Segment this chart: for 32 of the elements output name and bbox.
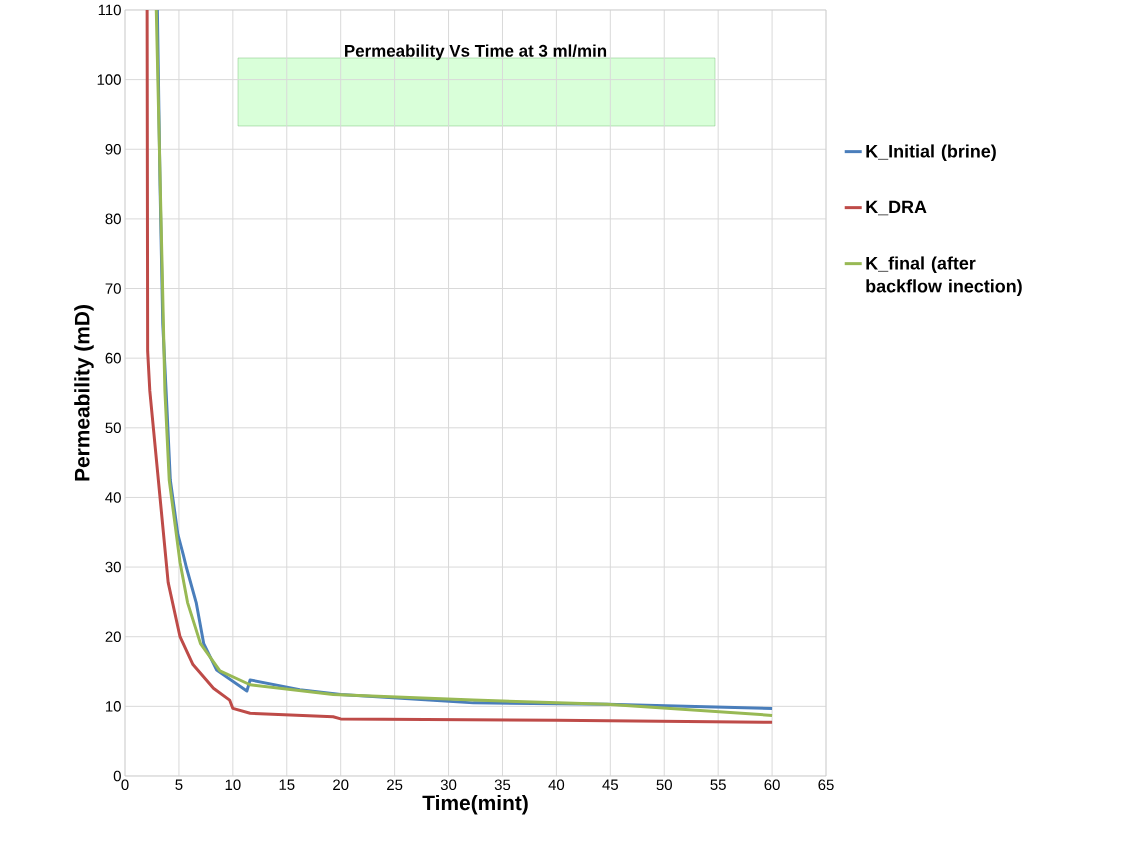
y-tick-label: 0 [113, 770, 121, 782]
legend-label: K_Initial (brine) [866, 144, 996, 162]
x-tick-label: 45 [602, 779, 618, 790]
x-tick-label: 65 [818, 779, 834, 791]
y-tick-label: 20 [105, 631, 121, 642]
x-tick-label: 20 [333, 779, 349, 791]
y-tick-label: 100 [97, 74, 121, 85]
y-tick-label: 90 [105, 143, 121, 155]
x-tick-label: 25 [387, 779, 403, 791]
y-tick-label: 70 [105, 283, 121, 294]
y-tick-label: 30 [105, 561, 121, 573]
y-tick-label: 110 [98, 4, 121, 16]
y-tick-label: 40 [105, 492, 121, 503]
x-tick-label: 35 [494, 779, 511, 791]
x-tick-label: 30 [440, 779, 457, 791]
x-tick-label: 5 [175, 779, 183, 790]
y-axis-title: Permeability (mD) [74, 305, 94, 481]
x-axis-title: Time(mint) [422, 794, 528, 815]
x-tick-label: 50 [656, 779, 672, 791]
x-tick-label: 15 [279, 779, 295, 790]
x-tick-label: 60 [764, 779, 780, 791]
x-tick-label: 0 [121, 779, 129, 791]
legend-label: K_DRA [866, 200, 927, 216]
text: Permeability Vs Time at 3 ml/min [345, 44, 607, 61]
x-tick-label: 40 [548, 779, 565, 791]
y-tick-label: 10 [106, 701, 121, 712]
y-tick-label: 50 [105, 422, 121, 434]
y-tick-label: 80 [105, 213, 121, 225]
y-tick-label: 60 [105, 352, 121, 364]
x-tick-label: 10 [225, 779, 241, 791]
x-tick-label: 55 [710, 779, 726, 790]
legend-label: K_final (after backflow inection) [866, 256, 1022, 297]
